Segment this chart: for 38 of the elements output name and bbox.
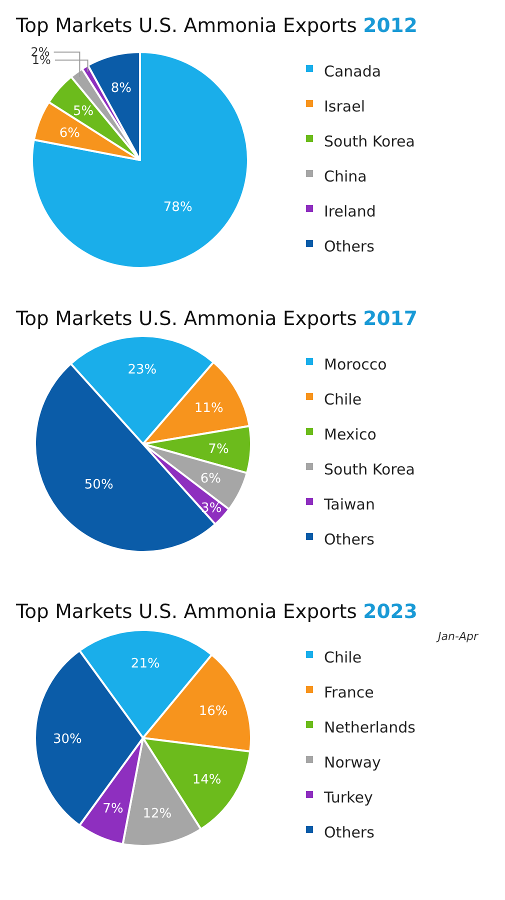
legend-label: Others <box>324 238 375 256</box>
data-label: 50% <box>84 478 114 493</box>
legend-label: Ireland <box>324 202 376 220</box>
data-label: 7% <box>208 442 229 457</box>
data-label: 8% <box>110 80 132 96</box>
chart-title: Top Markets U.S. Ammonia Exports 2023 <box>15 600 418 623</box>
legend-label: Chile <box>324 648 362 666</box>
text: Jan-Apr <box>436 630 480 643</box>
chart-title: Top Markets U.S. Ammonia Exports 2017 <box>15 307 418 330</box>
legend-label: Others <box>324 530 375 548</box>
data-label: 23% <box>128 362 157 378</box>
data-label: 16% <box>198 704 228 720</box>
legend-label: Morocco <box>324 356 387 374</box>
legend-label: Israel <box>324 98 365 116</box>
data-label: 78% <box>163 200 192 215</box>
data-label: 7% <box>102 801 124 816</box>
legend-label: Taiwan <box>323 496 376 514</box>
data-label: 5% <box>72 104 94 120</box>
legend-label: Turkey <box>323 788 373 806</box>
chart-title: Top Markets U.S. Ammonia Exports 2012 <box>15 14 418 37</box>
legend-label: Norway <box>324 754 382 772</box>
data-label: 6% <box>200 472 222 487</box>
data-label: 14% <box>192 772 222 788</box>
data-label: 21% <box>130 656 160 672</box>
data-label: 12% <box>142 806 172 822</box>
legend-label: Canada <box>324 62 382 80</box>
data-label: 3% <box>201 500 222 516</box>
legend-label: South Korea <box>324 132 415 150</box>
legend-label: Mexico <box>324 426 376 444</box>
legend-label: South Korea <box>324 460 415 478</box>
legend-label: Netherlands <box>324 718 416 736</box>
legend-label: Chile <box>324 390 362 408</box>
data-label: 11% <box>194 400 224 416</box>
legend-label: Others <box>324 824 375 842</box>
legend-label: France <box>324 684 374 702</box>
data-label: 6% <box>59 126 80 142</box>
legend-label: China <box>324 168 367 186</box>
data-label: 30% <box>52 732 82 747</box>
